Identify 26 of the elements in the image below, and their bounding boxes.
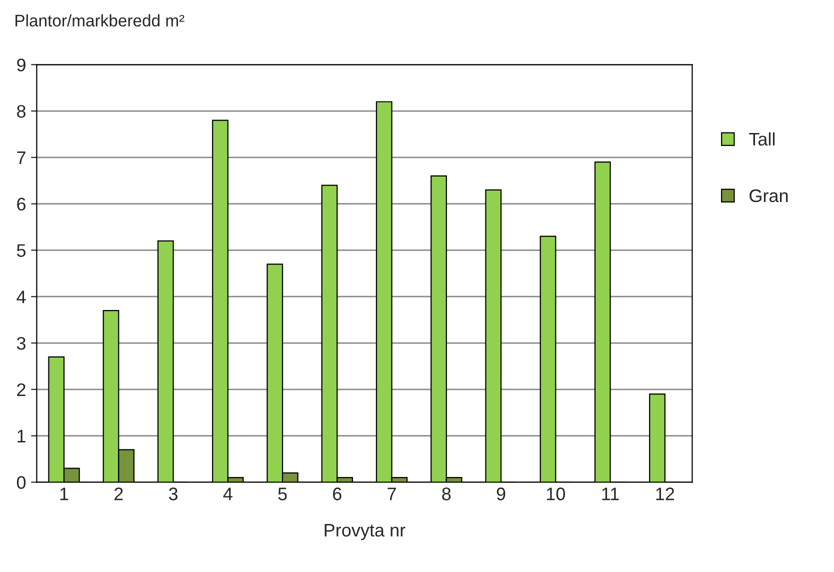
x-tick-label: 11 xyxy=(602,488,619,500)
x-tick-label: 9 xyxy=(496,488,506,500)
y-tick-label: 7 xyxy=(17,152,26,164)
y-tick-label: 2 xyxy=(17,383,26,396)
legend-label: Gran xyxy=(750,189,788,202)
y-tick-label: 1 xyxy=(18,430,26,442)
x-tick-label: 10 xyxy=(546,488,565,500)
y-tick-label: 4 xyxy=(16,290,26,304)
x-tick-label: 5 xyxy=(278,488,287,500)
x-tick-label: 3 xyxy=(168,488,178,500)
x-axis-title: Provyta nr xyxy=(324,524,406,540)
x-tick-label: 6 xyxy=(333,488,342,500)
x-tick-label: 7 xyxy=(388,488,396,500)
x-tick-label: 4 xyxy=(223,488,232,500)
y-tick-label: 8 xyxy=(17,104,26,118)
y-tick-label: 5 xyxy=(16,244,26,257)
x-tick-label: 1 xyxy=(60,488,68,500)
y-tick-label: 9 xyxy=(17,58,26,72)
y-tick-label: 0 xyxy=(16,476,26,489)
x-tick-label: 8 xyxy=(442,488,451,500)
y-tick-label: 6 xyxy=(17,198,26,211)
x-tick-label: 2 xyxy=(114,488,123,500)
x-tick-label: 12 xyxy=(656,488,674,500)
y-axis-title: Plantor/markberedd m² xyxy=(16,14,184,27)
legend-label: Tall xyxy=(749,132,775,146)
y-tick-label: 3 xyxy=(16,336,26,350)
